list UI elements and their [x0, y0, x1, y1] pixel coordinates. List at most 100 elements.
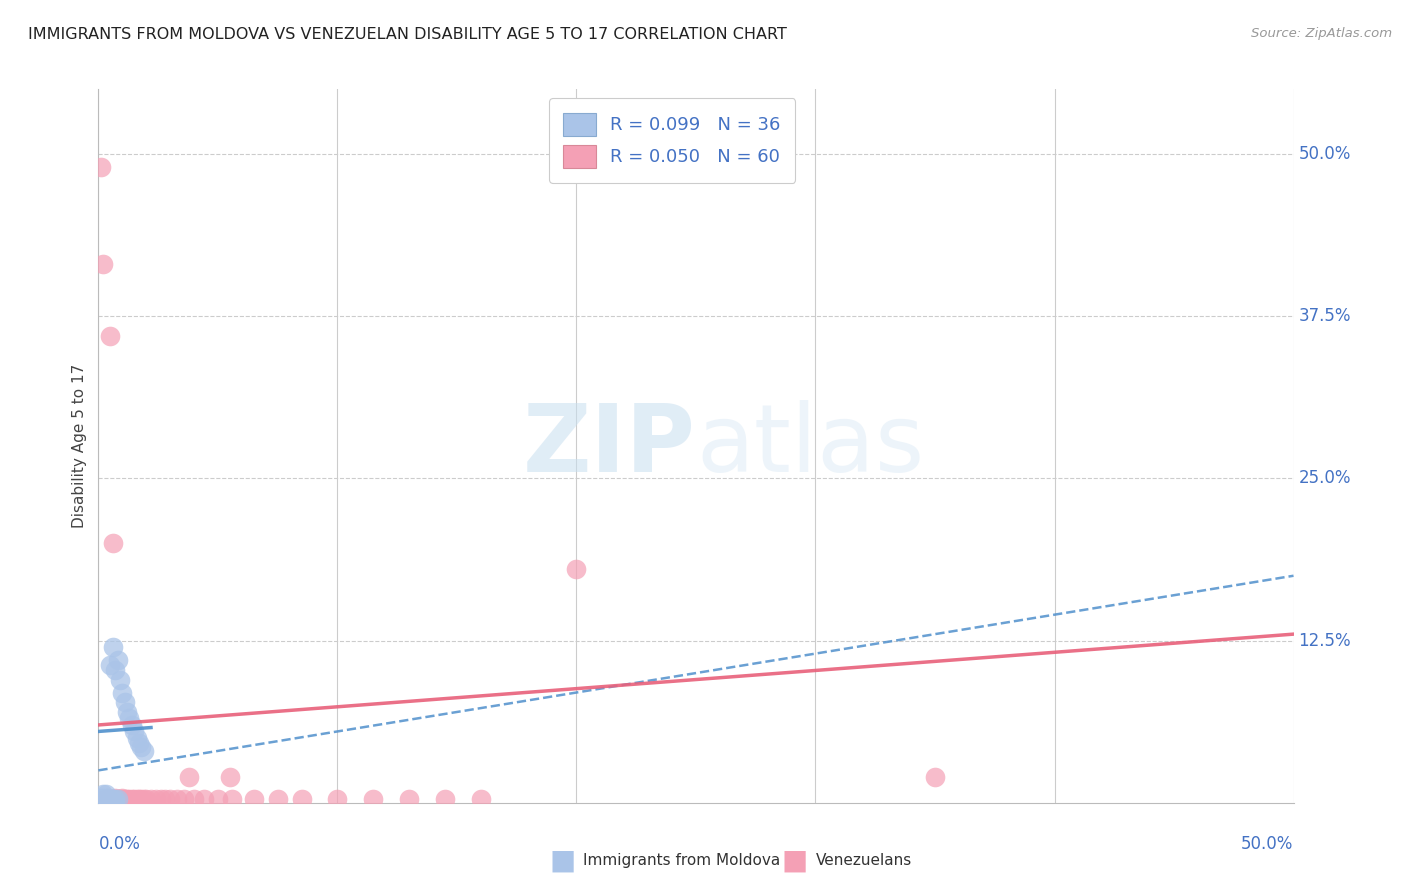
Point — [101, 536, 124, 550]
Text: IMMIGRANTS FROM MOLDOVA VS VENEZUELAN DISABILITY AGE 5 TO 17 CORRELATION CHART: IMMIGRANTS FROM MOLDOVA VS VENEZUELAN DI… — [28, 27, 787, 42]
Point — [924, 770, 946, 784]
Text: Venezuelans: Venezuelans — [815, 854, 911, 868]
Point — [108, 793, 131, 807]
Point — [565, 562, 588, 576]
Point — [90, 160, 112, 174]
Point — [159, 792, 181, 806]
Point — [98, 658, 122, 673]
Text: ■: ■ — [550, 847, 575, 875]
Text: 37.5%: 37.5% — [1298, 307, 1351, 326]
Point — [124, 724, 146, 739]
Point — [121, 793, 143, 807]
Point — [114, 792, 136, 806]
Point — [290, 792, 312, 806]
Point — [101, 792, 124, 806]
Text: 25.0%: 25.0% — [1298, 469, 1351, 487]
Point — [90, 793, 112, 807]
Point — [107, 792, 129, 806]
Point — [111, 793, 134, 807]
Point — [98, 793, 122, 807]
Point — [107, 793, 129, 807]
Point — [155, 792, 177, 806]
Point — [91, 257, 114, 271]
Point — [115, 792, 138, 806]
Point — [131, 739, 153, 754]
Point — [104, 792, 127, 806]
Point — [94, 790, 117, 805]
Point — [183, 792, 205, 806]
Point — [101, 793, 124, 807]
Point — [118, 711, 141, 725]
Text: 12.5%: 12.5% — [1298, 632, 1351, 649]
Point — [179, 770, 201, 784]
Text: 50.0%: 50.0% — [1298, 145, 1351, 163]
Text: 0.0%: 0.0% — [98, 835, 141, 854]
Point — [243, 792, 266, 806]
Point — [139, 792, 162, 806]
Point — [104, 664, 127, 678]
Point — [398, 792, 420, 806]
Point — [124, 793, 146, 807]
Point — [91, 793, 114, 807]
Point — [111, 792, 134, 806]
Point — [101, 792, 124, 806]
Point — [104, 793, 127, 807]
Point — [101, 796, 124, 810]
Point — [94, 787, 117, 801]
Point — [114, 793, 136, 807]
Point — [135, 792, 157, 806]
Point — [91, 787, 114, 801]
Point — [125, 731, 148, 745]
Point — [90, 796, 112, 810]
Point — [121, 792, 143, 806]
Point — [125, 792, 148, 806]
Point — [90, 790, 112, 805]
Point — [115, 793, 138, 807]
Point — [219, 770, 242, 784]
Text: ZIP: ZIP — [523, 400, 696, 492]
Point — [193, 792, 215, 806]
Point — [107, 653, 129, 667]
Legend: R = 0.099   N = 36, R = 0.050   N = 60: R = 0.099 N = 36, R = 0.050 N = 60 — [548, 98, 796, 183]
Point — [101, 640, 124, 654]
Point — [94, 793, 117, 807]
Text: atlas: atlas — [696, 400, 924, 492]
Point — [118, 792, 141, 806]
Point — [326, 792, 349, 806]
Point — [90, 793, 112, 807]
Point — [94, 792, 117, 806]
Point — [108, 673, 131, 687]
Point — [132, 792, 155, 806]
Point — [363, 792, 385, 806]
Point — [207, 792, 229, 806]
Y-axis label: Disability Age 5 to 17: Disability Age 5 to 17 — [72, 364, 87, 528]
Point — [433, 792, 456, 806]
Point — [128, 736, 150, 750]
Point — [98, 328, 122, 343]
Point — [104, 792, 127, 806]
Point — [97, 793, 120, 807]
Point — [98, 792, 122, 806]
Point — [94, 793, 117, 807]
Point — [115, 705, 138, 719]
Point — [97, 796, 120, 810]
Point — [111, 790, 134, 805]
Point — [97, 792, 120, 806]
Point — [91, 790, 114, 805]
Point — [97, 793, 120, 807]
Point — [470, 792, 492, 806]
Point — [97, 790, 120, 805]
Text: 50.0%: 50.0% — [1241, 835, 1294, 854]
Point — [94, 796, 117, 810]
Point — [118, 793, 141, 807]
Point — [107, 792, 129, 806]
Point — [221, 792, 243, 806]
Point — [145, 792, 167, 806]
Point — [124, 792, 146, 806]
Point — [108, 792, 131, 806]
Point — [114, 695, 136, 709]
Point — [267, 792, 290, 806]
Point — [131, 792, 153, 806]
Point — [132, 744, 155, 758]
Point — [121, 718, 143, 732]
